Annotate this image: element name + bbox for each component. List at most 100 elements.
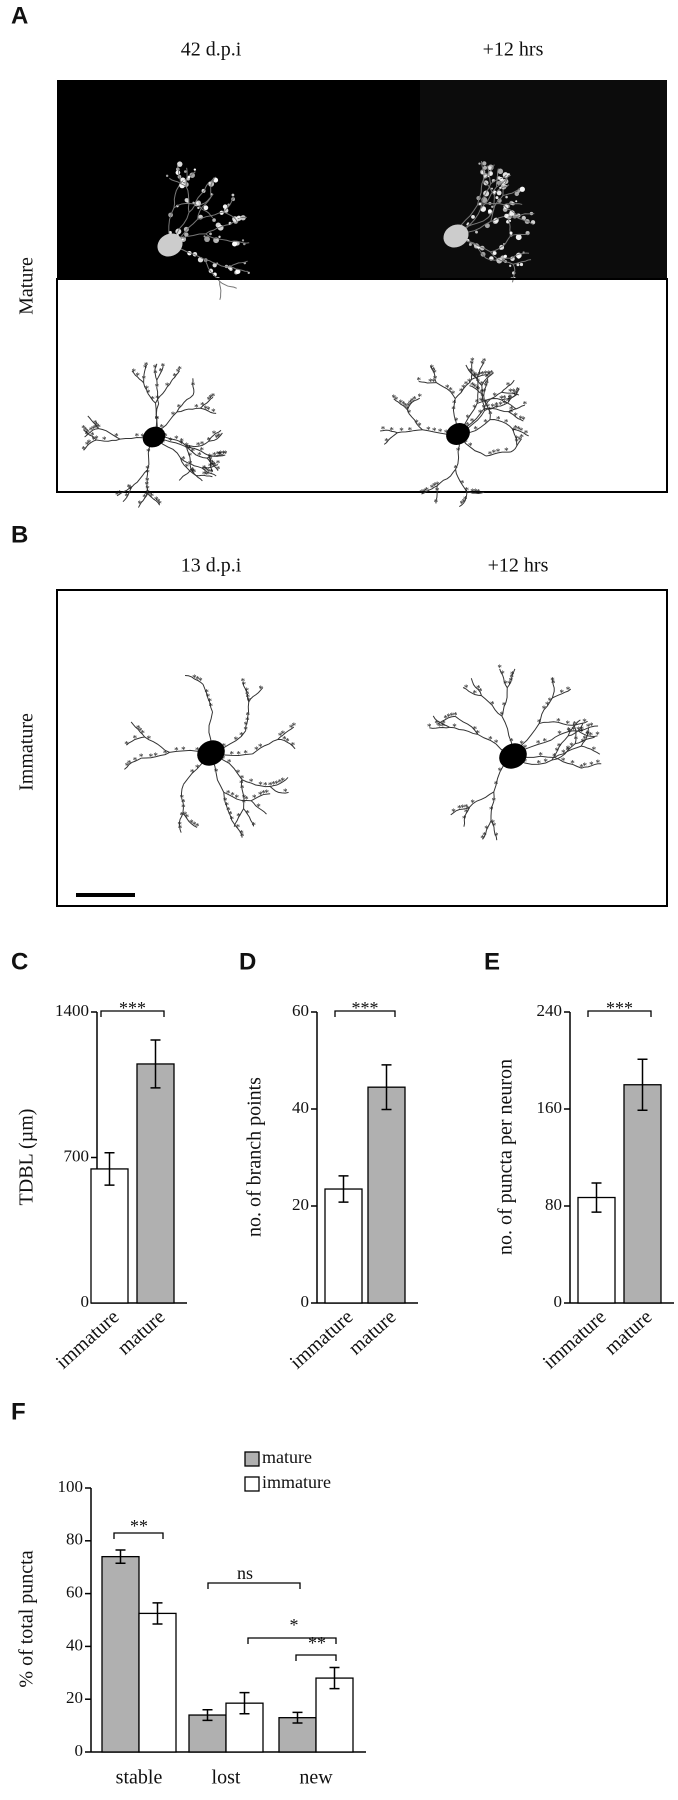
dendrite: [240, 779, 245, 809]
puncta-marker: *: [195, 822, 200, 832]
puncta-marker: *: [432, 368, 437, 378]
puncta-marker: *: [391, 393, 396, 403]
puncta-marker: *: [181, 797, 186, 807]
dendrite: [230, 266, 249, 272]
puncta-marker: *: [249, 777, 254, 787]
puncta-marker: *: [94, 423, 99, 433]
puncta: [468, 242, 472, 246]
error-bar: [591, 1182, 602, 1213]
dendrite: [131, 469, 148, 488]
puncta: [181, 238, 184, 241]
error-bar: [115, 1549, 126, 1564]
puncta-marker: *: [239, 828, 244, 838]
tracing-box: [56, 589, 668, 907]
puncta-marker: *: [243, 749, 248, 759]
y-tick-label: 60: [66, 1583, 83, 1602]
dendrite: [436, 715, 456, 725]
puncta-marker: *: [596, 758, 601, 768]
dendrite: [581, 745, 601, 755]
dendrite: [83, 439, 97, 451]
dendrite: [567, 720, 588, 726]
dendrite: [208, 455, 214, 472]
puncta-marker: *: [283, 787, 288, 797]
panel-label: C: [11, 948, 28, 975]
puncta-marker: *: [245, 808, 250, 818]
puncta: [184, 232, 189, 237]
puncta-marker: *: [478, 686, 483, 696]
puncta-marker: *: [133, 755, 138, 765]
puncta-marker: *: [508, 387, 513, 397]
puncta-marker: *: [204, 466, 209, 476]
puncta: [195, 200, 202, 206]
puncta-marker: *: [202, 464, 207, 474]
y-axis-label: % of total puncta: [16, 1550, 38, 1687]
puncta-marker: *: [437, 722, 442, 732]
puncta: [497, 198, 502, 203]
neuron-tracing: ****************************************…: [124, 673, 297, 842]
puncta: [519, 186, 525, 192]
puncta-marker: *: [412, 395, 417, 405]
puncta-marker: *: [127, 483, 132, 493]
puncta-marker: *: [258, 742, 263, 752]
dendrite: [482, 820, 492, 840]
column-title: +12 hrs: [483, 39, 544, 61]
puncta-marker: *: [399, 426, 404, 436]
puncta: [506, 204, 510, 209]
dendrite: [483, 378, 489, 396]
puncta-marker: *: [230, 791, 235, 801]
puncta-marker: *: [240, 774, 245, 784]
dendrite: [480, 183, 492, 209]
puncta-marker: *: [451, 389, 456, 399]
puncta-marker: *: [208, 462, 213, 472]
error-bar: [329, 1666, 340, 1690]
puncta: [509, 231, 513, 235]
puncta-marker: *: [460, 479, 465, 489]
x-tick-label: new: [299, 1767, 333, 1789]
puncta-marker: *: [138, 726, 143, 736]
puncta-marker: *: [174, 434, 179, 444]
y-tick-label: 700: [64, 1146, 90, 1165]
puncta: [212, 263, 217, 268]
puncta-marker: *: [281, 729, 286, 739]
soma: [142, 426, 166, 448]
puncta: [247, 271, 250, 275]
dendrite: [485, 451, 511, 457]
puncta-marker: *: [221, 754, 226, 764]
puncta-marker: *: [441, 718, 446, 728]
puncta-marker: *: [427, 722, 432, 732]
puncta: [241, 239, 245, 242]
puncta-marker: *: [216, 450, 221, 460]
error-bar: [202, 1709, 213, 1722]
dendrite: [490, 791, 495, 821]
puncta: [515, 234, 522, 241]
puncta-marker: *: [202, 469, 207, 479]
dendrite: [551, 730, 579, 741]
puncta: [507, 279, 513, 285]
dendrite: [231, 820, 243, 838]
puncta-marker: *: [536, 758, 541, 768]
dendrite: [143, 382, 156, 404]
dendrite: [551, 743, 576, 761]
dendrite: [205, 233, 231, 242]
puncta-marker: *: [489, 369, 494, 379]
puncta-marker: *: [271, 780, 276, 790]
puncta-marker: *: [561, 748, 566, 758]
y-tick-label: 80: [66, 1530, 83, 1549]
dendrite: [169, 370, 181, 385]
dendrite: [186, 440, 210, 448]
puncta-marker: *: [570, 758, 575, 768]
puncta-marker: *: [450, 711, 455, 721]
puncta: [503, 254, 507, 258]
dendrite: [210, 178, 215, 198]
puncta-marker: *: [226, 805, 231, 815]
dendrite: [208, 432, 223, 442]
puncta-marker: *: [470, 381, 475, 391]
significance-bracket: [207, 1582, 301, 1589]
puncta-marker: *: [235, 793, 240, 803]
dendrite: [192, 378, 195, 395]
puncta-marker: *: [519, 414, 524, 424]
dendrite: [483, 391, 502, 410]
puncta: [223, 208, 229, 213]
puncta-marker: *: [263, 781, 268, 791]
dendrite: [568, 723, 584, 737]
